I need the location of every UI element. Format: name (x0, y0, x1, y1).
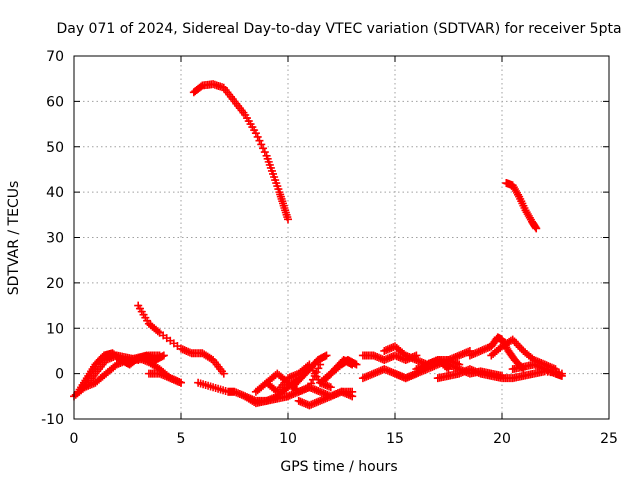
series-arc-low-v (508, 360, 566, 380)
data-point-marker (257, 140, 266, 149)
data-point-marker (314, 364, 323, 373)
data-point-marker (348, 360, 357, 369)
x-axis-label: GPS time / hours (280, 459, 397, 475)
series-arc-low-d (144, 369, 185, 387)
y-tick-label: 30 (46, 231, 64, 247)
y-tick-label: 40 (46, 185, 64, 201)
series-arc-high-2 (502, 179, 541, 233)
data-point-marker (219, 369, 228, 378)
series-arc-low-j (294, 387, 357, 410)
data-point-marker (153, 327, 162, 336)
y-tick-label: 70 (46, 49, 64, 65)
y-tick-label: 20 (46, 276, 64, 292)
data-point-marker (532, 224, 541, 233)
data-point-marker (326, 383, 335, 392)
y-tick-label: 0 (55, 367, 64, 383)
series-arc-low-s (433, 365, 566, 383)
series-arc-low-k (288, 351, 331, 392)
y-axis-label: SDTVAR / TECUs (6, 181, 22, 296)
data-point-marker (348, 387, 357, 396)
x-tick-label: 5 (177, 431, 186, 447)
data-point-marker (259, 144, 268, 153)
y-tick-label: 60 (46, 94, 64, 110)
data-point-marker (177, 378, 185, 387)
axis-ticks (73, 55, 610, 420)
x-tick-labels: 0 5 10 15 20 25 (70, 431, 618, 447)
series-arc-low-m (322, 356, 357, 383)
x-tick-label: 15 (386, 431, 404, 447)
data-point-marker (255, 136, 264, 145)
y-tick-label: 10 (46, 321, 64, 337)
y-tick-label: -10 (41, 412, 64, 428)
data-point-marker (253, 132, 262, 141)
x-tick-label: 20 (493, 431, 511, 447)
data-point-marker (260, 148, 269, 157)
y-tick-labels: -10 0 10 20 30 40 50 60 70 (41, 49, 64, 428)
data-point-marker (557, 371, 566, 380)
data-point-marker (251, 129, 260, 138)
chart-title: Day 071 of 2024, Sidereal Day-to-day VTE… (56, 21, 621, 37)
x-tick-label: 0 (70, 431, 79, 447)
data-series (70, 80, 566, 410)
data-point-marker (159, 351, 168, 360)
data-point-marker (322, 351, 331, 360)
series-arc-high-1 (189, 80, 292, 224)
x-tick-label: 10 (279, 431, 297, 447)
x-tick-label: 25 (600, 431, 618, 447)
y-tick-label: 50 (46, 140, 64, 156)
series-arc-mid (134, 301, 228, 378)
data-point-marker (284, 215, 292, 224)
